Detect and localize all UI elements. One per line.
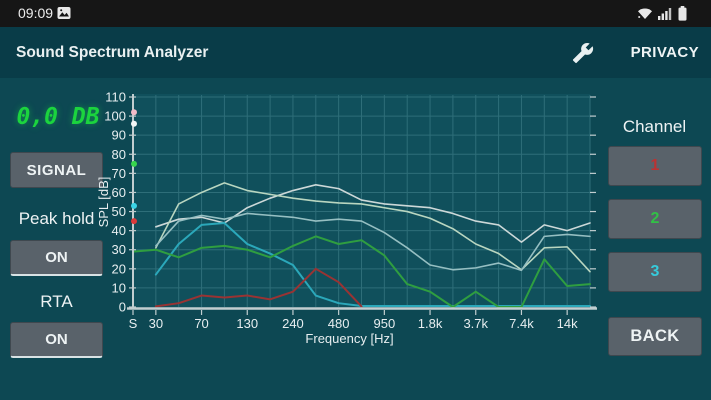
page-title: Sound Spectrum Analyzer — [16, 44, 209, 61]
peak-hold-label: Peak hold — [18, 209, 95, 228]
clock: 09:09 — [18, 5, 54, 21]
svg-text:50: 50 — [112, 204, 126, 219]
app-bar: Sound Spectrum Analyzer PRIVACY — [0, 27, 711, 78]
svg-text:950: 950 — [373, 316, 395, 331]
channel-1-rta — [154, 267, 363, 308]
svg-text:130: 130 — [236, 316, 258, 331]
back-button[interactable]: BACK — [608, 317, 702, 356]
svg-text:0: 0 — [119, 300, 126, 315]
rta-label: RTA — [40, 292, 73, 311]
svg-text:30: 30 — [112, 242, 126, 257]
axis-peak-marker — [131, 218, 137, 225]
channel-3-rta — [154, 222, 591, 308]
svg-text:20: 20 — [112, 261, 126, 276]
signal-icon — [658, 8, 672, 20]
channel-3-button[interactable]: 3 — [608, 252, 702, 292]
svg-text:40: 40 — [112, 223, 126, 238]
signal-button[interactable]: SIGNAL — [10, 152, 103, 188]
axis-peak-marker — [131, 202, 137, 209]
axis-peak-marker — [131, 109, 137, 116]
axis-peak-marker — [131, 160, 137, 167]
status-bar: 09:09 — [0, 0, 711, 27]
svg-text:90: 90 — [112, 128, 126, 143]
svg-text:Frequency [Hz]: Frequency [Hz] — [305, 331, 393, 346]
svg-text:7.4k: 7.4k — [509, 316, 534, 331]
svg-text:14k: 14k — [557, 316, 578, 331]
peak-hold-white — [155, 184, 591, 243]
battery-icon — [678, 6, 687, 21]
svg-text:70: 70 — [112, 166, 126, 181]
channel-2-button[interactable]: 2 — [608, 199, 702, 239]
svg-text:110: 110 — [105, 90, 126, 105]
rta-toggle[interactable]: ON — [10, 322, 103, 358]
svg-text:10: 10 — [112, 280, 126, 295]
svg-text:480: 480 — [328, 316, 350, 331]
channel-label: Channel — [622, 117, 687, 136]
axis-peak-marker — [131, 120, 137, 127]
svg-text:30: 30 — [149, 316, 163, 331]
channel-1-button[interactable]: 1 — [608, 146, 702, 186]
svg-text:60: 60 — [112, 185, 126, 200]
peak-hold-toggle[interactable]: ON — [10, 240, 103, 276]
gallery-icon — [57, 7, 71, 19]
svg-text:1.8k: 1.8k — [418, 316, 443, 331]
channel-2-rta — [132, 235, 591, 308]
svg-text:70: 70 — [194, 316, 208, 331]
wifi-icon — [638, 8, 652, 19]
peak-hold-teal-gray — [155, 212, 591, 272]
svg-text:S: S — [129, 316, 138, 331]
peak-hold-green-white — [155, 182, 591, 273]
level-readout: 0,0 DB — [16, 104, 100, 130]
svg-text:240: 240 — [282, 316, 304, 331]
svg-text:80: 80 — [112, 147, 126, 162]
privacy-button[interactable]: PRIVACY — [630, 44, 699, 61]
wrench-icon[interactable] — [572, 42, 594, 64]
svg-text:3.7k: 3.7k — [463, 316, 488, 331]
